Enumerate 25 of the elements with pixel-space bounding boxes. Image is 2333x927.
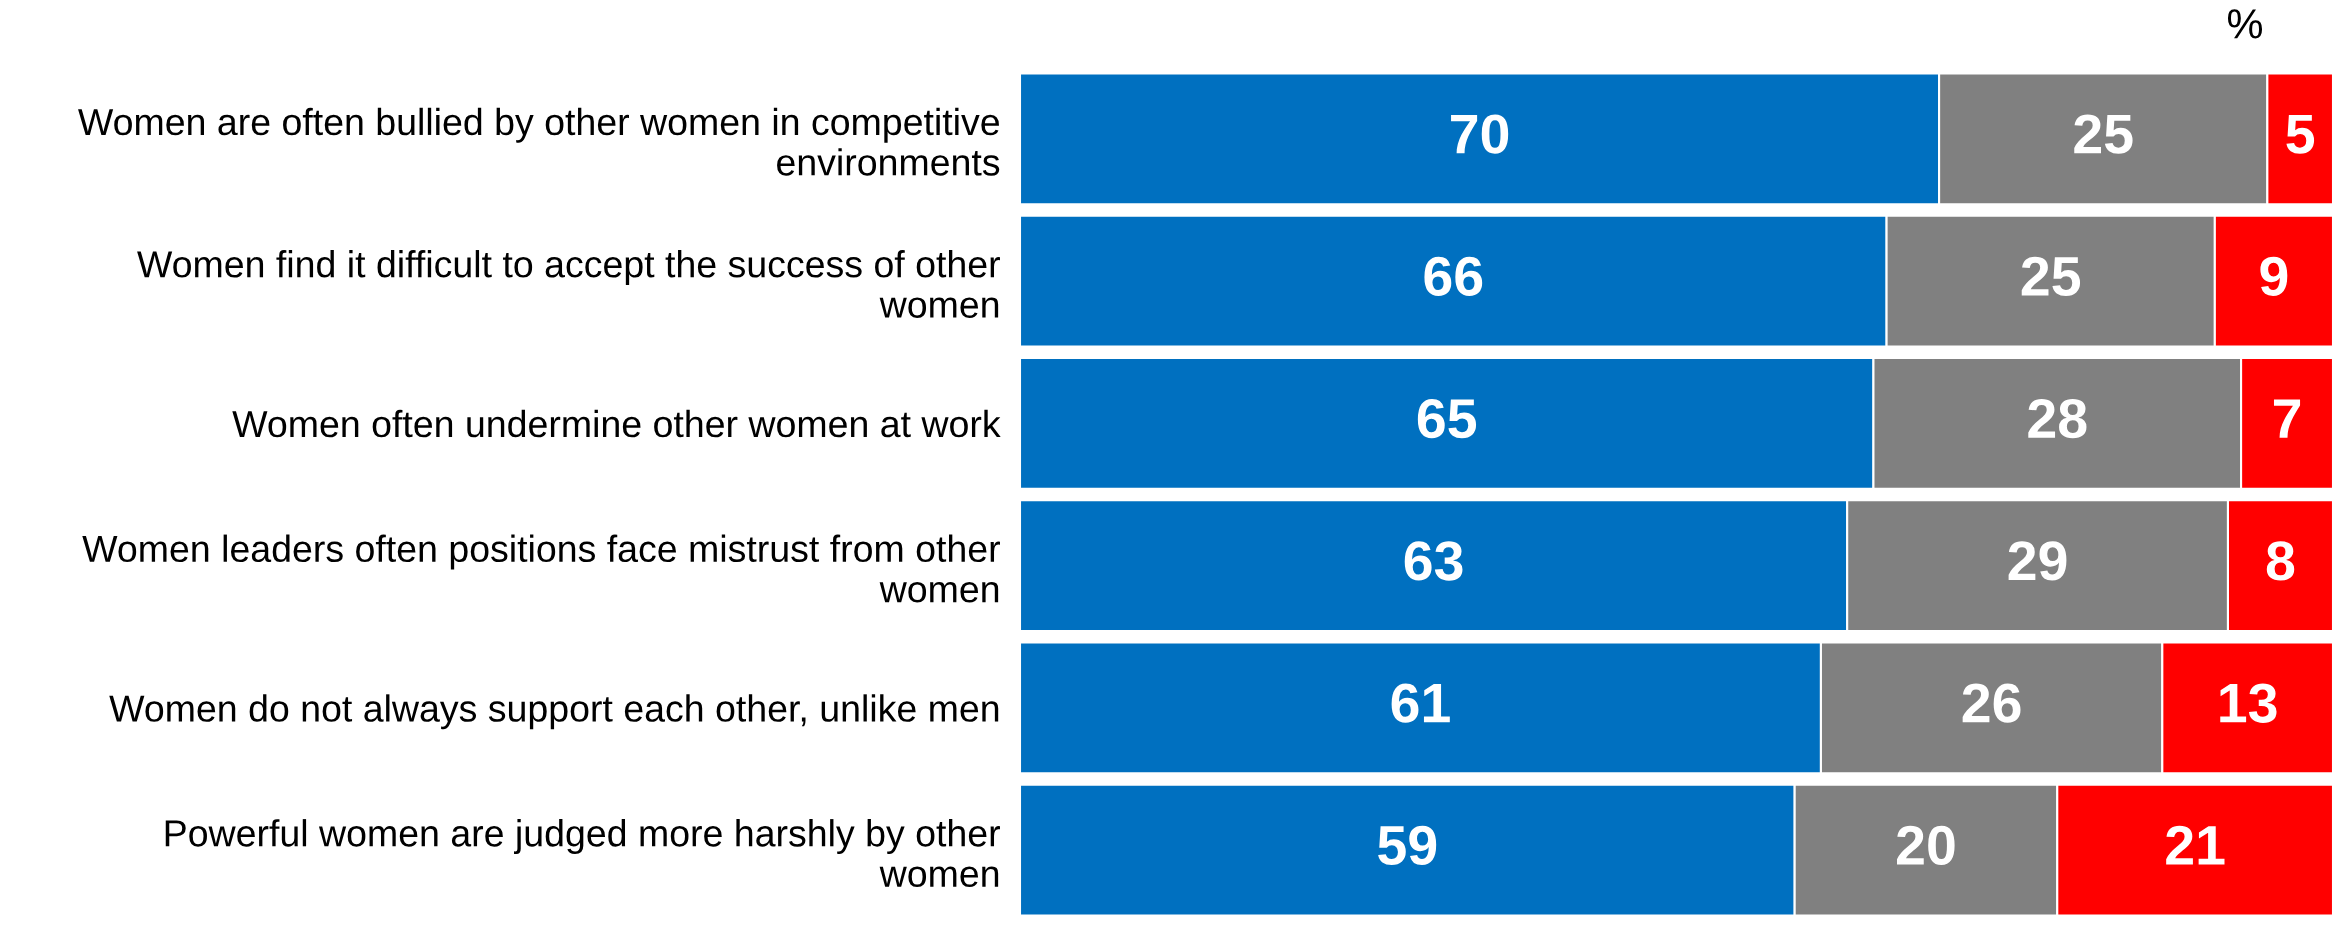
data-label: 66 [1424,256,1483,297]
data-label: 29 [2008,541,2067,581]
y-tick-label: Women are often bullied by other women in competitive environments [78,107,1000,176]
y-tick-label: Women leaders often positions face mistrust from other women [82,534,1000,603]
data-label: 59 [1378,825,1437,866]
data-label: 65 [1417,398,1477,439]
data-label: 70 [1451,114,1509,154]
data-label: 61 [1391,683,1450,723]
text: % [2227,9,2263,39]
y-tick-label: Women do not always support each other, unlike men [109,694,999,730]
y-tick-label: Women find it difficult to accept the success of other women [137,250,1000,318]
data-label: 5 [2286,114,2315,154]
data-label: 9 [2260,256,2288,297]
data-label: 26 [1962,683,2021,723]
data-label: 28 [2028,398,2087,439]
data-label: 63 [1404,541,1463,581]
y-tick-label: Powerful women are judged more harshly by other women [165,819,1000,888]
data-label: 25 [2021,256,2081,297]
data-label: 7 [2273,399,2301,438]
data-label: 13 [2220,683,2277,723]
data-label: 25 [2074,114,2133,154]
y-tick-label: Women often undermine other women at work [232,409,1001,438]
data-label: 20 [1897,825,1955,866]
data-label: 8 [2266,541,2295,581]
data-label: 21 [2166,825,2225,865]
